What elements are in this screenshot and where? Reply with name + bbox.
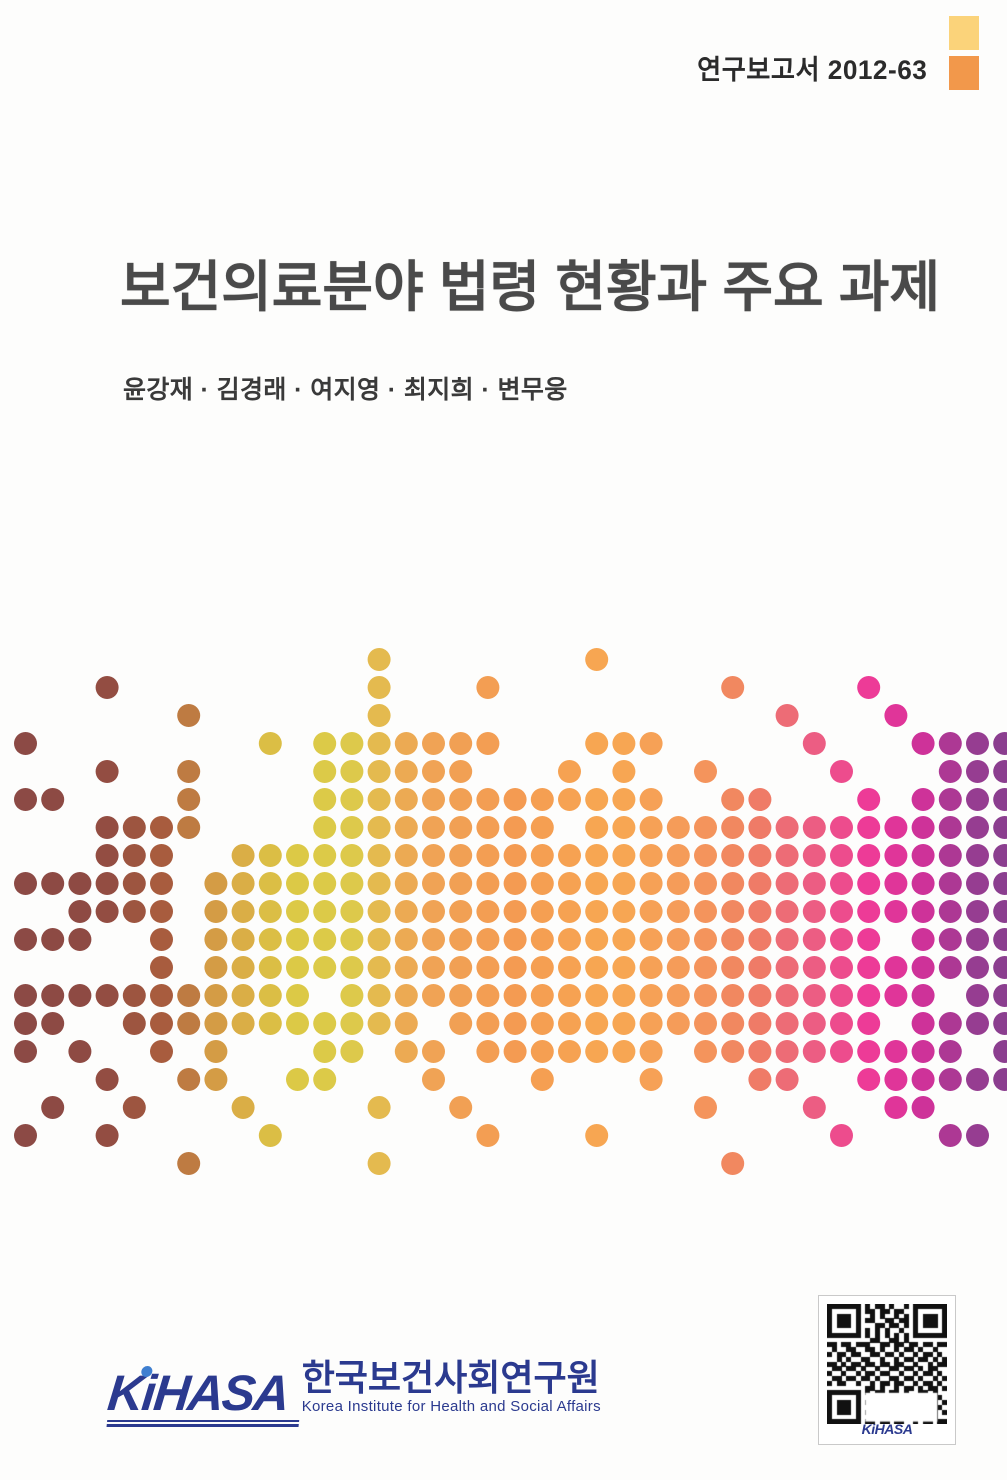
institute-name-english: Korea Institute for Health and Social Af… [301, 1398, 601, 1415]
author-list: 윤강재 · 김경래 · 여지영 · 최지희 · 변무웅 [123, 376, 568, 404]
kihasa-names: 한국보건사회연구원 Korea Institute for Health and… [302, 1360, 601, 1417]
header: 연구보고서 2012-63 [690, 16, 979, 90]
qr-code-box[interactable]: KiHASA [818, 1295, 956, 1445]
series-label: 연구보고서 2012-63 [696, 54, 927, 85]
swatch-stack [949, 16, 979, 90]
orange-swatch [949, 56, 979, 90]
kihasa-logo: KiHASA 한국보건사회연구원 Korea Institute for Hea… [105, 1360, 601, 1426]
kihasa-wordmark-text: KiHASA [105, 1364, 291, 1421]
dot-matrix-artwork [0, 600, 1007, 1180]
institute-name-korean: 한국보건사회연구원 [301, 1357, 600, 1398]
page-title: 보건의료분야 법령 현황과 주요 과제 [120, 256, 941, 318]
kihasa-underbars-icon [106, 1419, 300, 1426]
yellow-swatch [949, 16, 979, 50]
qr-code-image[interactable] [827, 1304, 947, 1424]
kihasa-wordmark: KiHASA [105, 1365, 300, 1426]
qr-caption: KiHASA [861, 1421, 913, 1437]
